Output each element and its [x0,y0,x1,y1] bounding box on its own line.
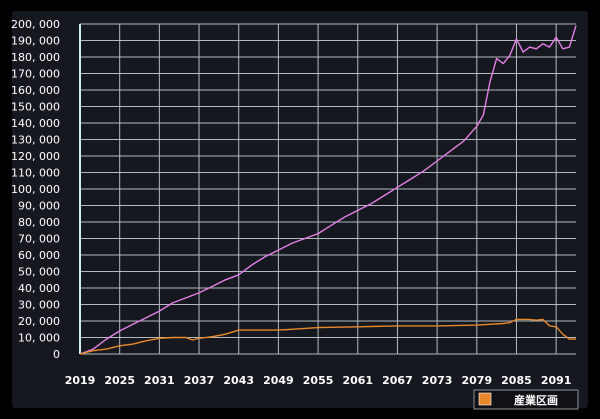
y-tick-label: 160, 000 [11,84,60,97]
x-tick-label: 2091 [541,374,572,387]
series-line-2 [79,318,576,355]
y-axis-ticks: 0 10, 000 20, 000 30, 000 40, 000 50, 000 60, … [11,18,60,361]
y-tick-label: 110, 000 [11,167,60,180]
legend-label: 産業区画 [514,393,558,407]
x-tick-label: 2025 [104,374,135,387]
x-tick-label: 2061 [342,374,373,387]
y-tick-label: 80, 000 [18,216,60,229]
y-tick-label: 10, 000 [18,332,60,345]
y-tick-label: 100, 000 [11,183,60,196]
grid-lines [79,23,576,355]
series-line-1 [79,25,577,355]
series-lines [79,25,577,355]
legend-swatch [478,392,492,406]
y-tick-label: 120, 000 [11,150,60,163]
y-tick-label: 60, 000 [18,249,60,262]
legend: 産業区画 [473,389,579,410]
y-tick-label: 170, 000 [11,68,60,81]
x-tick-label: 2085 [501,374,532,387]
x-tick-label: 2037 [184,374,215,387]
y-tick-label: 0 [53,348,60,361]
y-tick-label: 70, 000 [18,233,60,246]
y-tick-label: 40, 000 [18,282,60,295]
x-axis-ticks: 2019 2025 2031 2037 2043 2049 2055 2061 2067 2073… [65,374,572,387]
y-tick-label: 190, 000 [11,35,60,48]
y-tick-label: 20, 000 [18,315,60,328]
y-tick-label: 150, 000 [11,101,60,114]
y-tick-label: 140, 000 [11,117,60,130]
y-tick-label: 30, 000 [18,299,60,312]
x-tick-label: 2049 [263,374,294,387]
x-tick-label: 2055 [303,374,334,387]
x-tick-label: 2019 [65,374,96,387]
legend-box [473,389,579,410]
y-tick-label: 50, 000 [18,266,60,279]
x-tick-label: 2031 [144,374,175,387]
x-tick-label: 2079 [461,374,492,387]
x-tick-label: 2043 [223,374,254,387]
x-tick-label: 2067 [382,374,413,387]
y-tick-label: 180, 000 [11,51,60,64]
y-tick-label: 90, 000 [18,200,60,213]
y-tick-label: 200, 000 [11,18,60,31]
y-tick-label: 130, 000 [11,134,60,147]
x-tick-label: 2073 [422,374,453,387]
